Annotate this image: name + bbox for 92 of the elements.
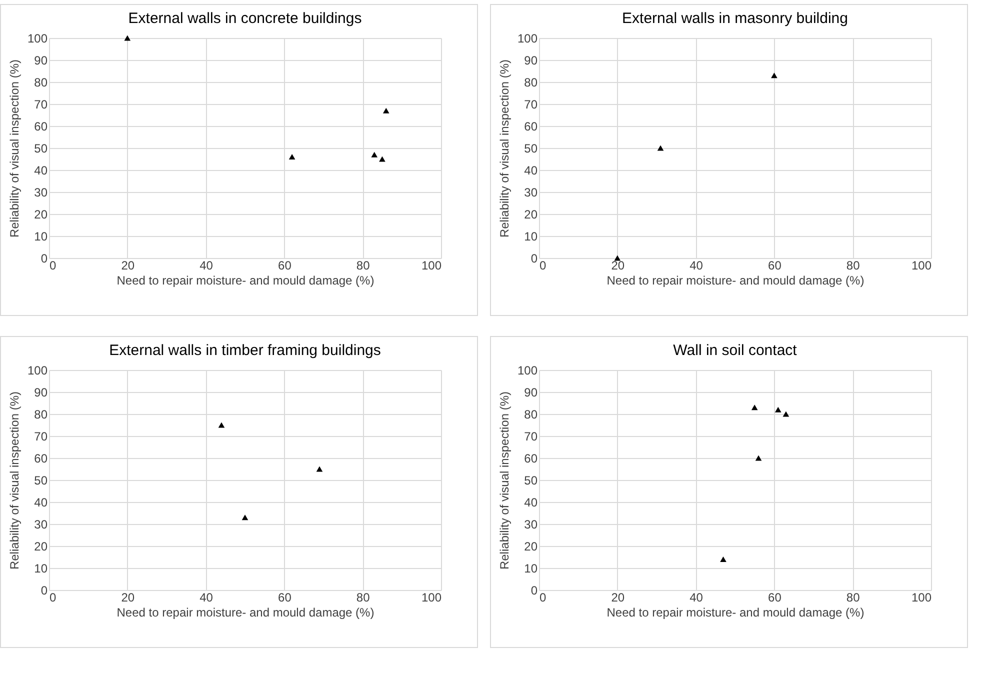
y-tick-label: 50	[34, 474, 48, 488]
x-tick-label: 20	[611, 258, 625, 272]
y-tick-label: 30	[34, 186, 48, 200]
x-tick-label: 100	[911, 590, 932, 604]
y-tick-label: 30	[524, 186, 538, 200]
y-axis-title: Reliability of visual inspection (%)	[497, 59, 512, 238]
y-tick-label: 80	[524, 76, 538, 90]
x-tick-label: 80	[356, 590, 370, 604]
x-axis-title: Need to repair moisture- and mould damage (%)	[116, 274, 374, 288]
x-tick-label: 20	[121, 590, 135, 604]
point	[782, 411, 790, 417]
point	[379, 156, 386, 162]
x-tick-label: 40	[200, 258, 214, 272]
x-tick-label: 20	[611, 590, 625, 604]
x-tick-label: 20	[121, 258, 135, 272]
y-tick-label: 80	[524, 408, 538, 422]
y-tick-label: 50	[524, 474, 538, 488]
x-tick-label: 60	[768, 590, 782, 604]
point	[751, 404, 758, 410]
x-tick-label: 100	[421, 258, 442, 272]
y-tick-label: 10	[524, 562, 538, 576]
y-tick-label: 50	[34, 142, 48, 156]
point	[720, 556, 726, 562]
chart-title: Wall in soil contact	[673, 342, 798, 359]
y-tick-label: 20	[524, 540, 538, 554]
chart-title: External walls in masonry building	[622, 10, 848, 27]
y-axis-title: Reliability of visual inspection (%)	[7, 59, 22, 238]
x-tick-label: 40	[200, 590, 214, 604]
point	[382, 108, 390, 114]
chart-title: External walls in timber framing buildings	[109, 342, 381, 359]
y-tick-label: 30	[524, 518, 538, 532]
point	[771, 72, 778, 78]
y-tick-label: 30	[34, 518, 48, 532]
y-tick-label: 80	[34, 76, 48, 90]
point	[242, 514, 248, 520]
y-axis-title: Reliability of visual inspection (%)	[497, 391, 512, 570]
y-tick-label: 100	[27, 32, 48, 46]
x-tick-label: 0	[540, 590, 546, 604]
x-axis-title: Need to repair moisture- and mould damage (%)	[606, 274, 864, 288]
y-tick-label: 40	[524, 164, 538, 178]
point	[657, 145, 664, 151]
y-tick-label: 90	[34, 54, 48, 68]
y-tick-label: 70	[34, 98, 48, 112]
y-tick-label: 60	[524, 452, 538, 466]
x-axis-title: Need to repair moisture- and mould damage (%)	[116, 606, 374, 620]
x-tick-label: 40	[690, 258, 704, 272]
x-tick-label: 100	[911, 258, 932, 272]
point	[614, 255, 621, 261]
x-tick-label: 0	[50, 258, 56, 272]
y-tick-label: 100	[517, 364, 538, 378]
y-tick-label: 40	[524, 496, 538, 510]
x-tick-label: 80	[846, 258, 860, 272]
y-tick-label: 10	[34, 230, 48, 244]
y-tick-label: 50	[524, 142, 538, 156]
y-tick-label: 60	[524, 120, 538, 134]
point	[755, 455, 762, 461]
point	[371, 152, 378, 158]
x-tick-label: 60	[768, 258, 782, 272]
y-tick-label: 100	[517, 32, 538, 46]
x-axis-title: Need to repair moisture- and mould damage (%)	[606, 606, 864, 620]
y-tick-label: 20	[524, 208, 538, 222]
point	[124, 35, 131, 41]
x-tick-label: 0	[50, 590, 56, 604]
point	[288, 154, 296, 160]
y-tick-label: 90	[34, 386, 48, 400]
x-tick-label: 60	[278, 258, 292, 272]
x-tick-label: 80	[846, 590, 860, 604]
x-tick-label: 0	[540, 258, 546, 272]
point	[774, 406, 782, 412]
y-axis-title: Reliability of visual inspection (%)	[7, 391, 22, 570]
y-tick-label: 70	[524, 98, 538, 112]
x-tick-label: 60	[278, 590, 292, 604]
y-tick-label: 20	[34, 208, 48, 222]
y-tick-label: 60	[34, 452, 48, 466]
y-tick-label: 70	[34, 430, 48, 444]
y-tick-label: 100	[27, 364, 48, 378]
point	[218, 422, 225, 428]
y-tick-label: 10	[34, 562, 48, 576]
y-tick-label: 40	[34, 496, 48, 510]
chart-title: External walls in concrete buildings	[128, 10, 362, 27]
y-tick-label: 80	[34, 408, 48, 422]
y-tick-label: 40	[34, 164, 48, 178]
y-tick-label: 90	[524, 54, 538, 68]
y-tick-label: 20	[34, 540, 48, 554]
y-tick-label: 70	[524, 430, 538, 444]
y-tick-label: 60	[34, 120, 48, 134]
x-tick-label: 80	[356, 258, 370, 272]
x-tick-label: 40	[690, 590, 704, 604]
y-tick-label: 90	[524, 386, 538, 400]
point	[316, 466, 323, 472]
y-tick-label: 10	[524, 230, 538, 244]
x-tick-label: 100	[421, 590, 442, 604]
